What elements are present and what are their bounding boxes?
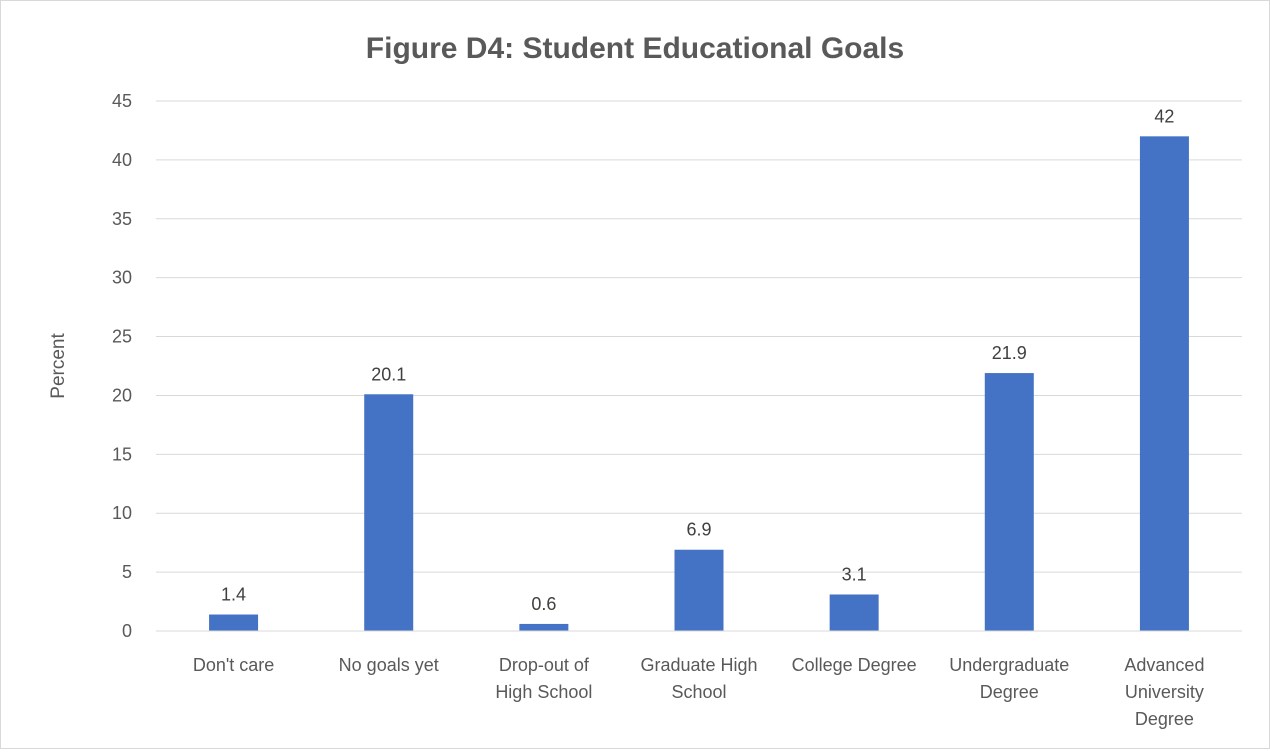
- y-tick-label: 10: [112, 503, 132, 523]
- data-label: 3.1: [842, 564, 867, 584]
- y-tick-labels: 0 5 10 15 20 25 30 35 40 45: [112, 91, 132, 641]
- y-tick-label: 20: [112, 385, 132, 405]
- y-tick-label: 15: [112, 444, 132, 464]
- bar: [519, 623, 569, 631]
- data-label: 1.4: [221, 585, 246, 605]
- data-label: 20.1: [371, 364, 406, 384]
- gridlines: [156, 100, 1242, 573]
- y-tick-label: 5: [122, 562, 132, 582]
- bar: [209, 614, 259, 631]
- data-label: 0.6: [531, 594, 556, 614]
- bar: [1139, 136, 1189, 632]
- category-label: Graduate High: [640, 655, 757, 675]
- category-label: Degree: [1135, 709, 1194, 729]
- bar: [364, 394, 414, 631]
- y-tick-label: 40: [112, 150, 132, 170]
- category-label: High School: [495, 682, 592, 702]
- data-label: 6.9: [686, 520, 711, 540]
- data-label: 21.9: [992, 343, 1027, 363]
- bar: [829, 594, 879, 631]
- category-label: Undergraduate: [949, 655, 1069, 675]
- category-label: Drop-out of: [499, 655, 590, 675]
- y-tick-label: 25: [112, 327, 132, 347]
- y-axis-label: Percent: [48, 333, 69, 399]
- data-label: 42: [1154, 106, 1174, 126]
- data-labels: 1.4 20.1 0.6 6.9 3.1 21.9 42: [221, 106, 1174, 614]
- y-tick-label: 0: [122, 621, 132, 641]
- bar: [984, 373, 1034, 631]
- y-tick-label: 45: [112, 91, 132, 111]
- category-label: Advanced: [1124, 655, 1204, 675]
- category-label: School: [671, 682, 726, 702]
- y-tick-label: 35: [112, 209, 132, 229]
- category-label: University: [1125, 682, 1204, 702]
- bar: [674, 549, 724, 631]
- chart-title: Figure D4: Student Educational Goals: [366, 32, 904, 65]
- category-label: No goals yet: [339, 655, 439, 675]
- y-tick-label: 30: [112, 268, 132, 288]
- category-labels: Don't care No goals yet Drop-out of High Sc…: [193, 655, 1205, 729]
- category-label: College Degree: [792, 655, 917, 675]
- category-label: Degree: [980, 682, 1039, 702]
- bars: [209, 136, 1189, 632]
- category-label: Don't care: [193, 655, 274, 675]
